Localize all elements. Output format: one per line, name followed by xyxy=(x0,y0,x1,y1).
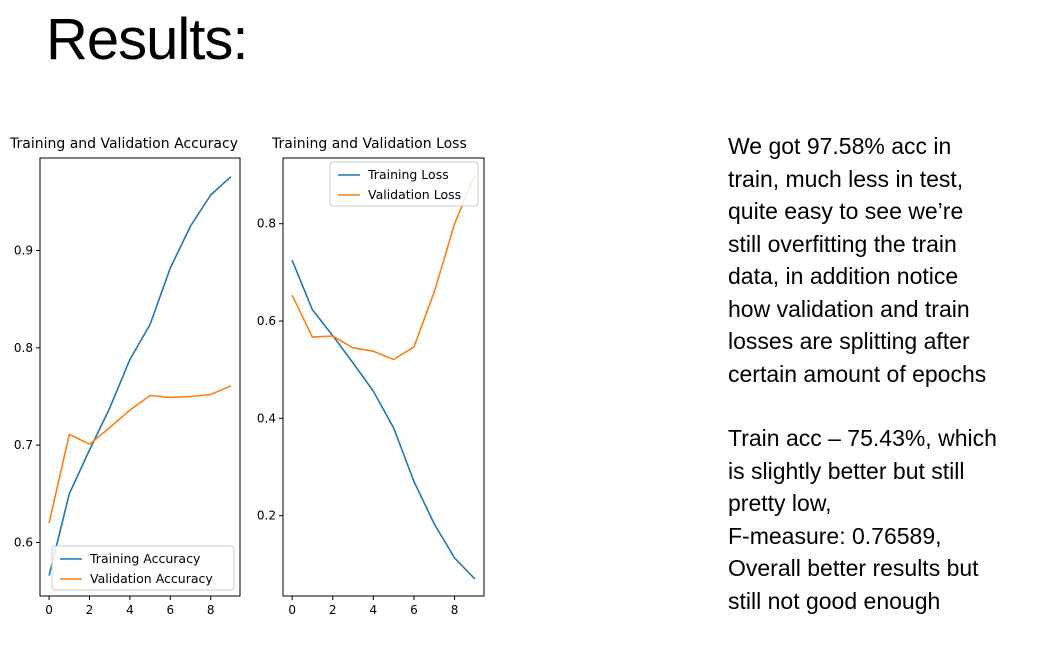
x-tick-label: 2 xyxy=(329,603,337,617)
chart-title: Training and Validation Loss xyxy=(271,136,467,152)
legend-entry: Training Loss xyxy=(367,167,449,182)
series-line-validation-accuracy xyxy=(48,385,232,524)
x-tick-label: 4 xyxy=(370,603,378,617)
y-tick-label: 0.6 xyxy=(14,535,33,549)
notes-paragraph-1: We got 97.58% acc in train, much less in … xyxy=(728,130,1048,390)
series-line-validation-loss xyxy=(291,174,476,361)
loss-chart: Training and Validation Loss 0 2 4 6 8 0.2 0.4 0… xyxy=(257,136,485,617)
x-tick-label: 0 xyxy=(45,603,53,617)
x-tick-label: 8 xyxy=(207,603,215,617)
notes-line: still overfitting the train xyxy=(728,230,957,257)
x-tick-label: 8 xyxy=(451,603,459,617)
legend-entry: Validation Accuracy xyxy=(90,571,213,586)
legend-box xyxy=(329,161,479,207)
y-tick-label: 0.9 xyxy=(14,243,33,257)
notes-paragraph-2: Train acc – 75.43%, which is slightly bet… xyxy=(728,422,1048,617)
accuracy-chart: Training and Validation Accuracy 0 2 4 6 8 0.6… xyxy=(9,136,241,617)
legend-box xyxy=(51,545,235,591)
plot-frame xyxy=(39,157,241,597)
x-tick-label: 6 xyxy=(166,603,174,617)
y-tick-label: 0.2 xyxy=(257,509,276,523)
x-tick-label: 2 xyxy=(86,603,94,617)
notes-line: certain amount of epochs xyxy=(728,360,987,387)
y-tick-label: 0.4 xyxy=(257,411,276,425)
notes-line: how validation and train xyxy=(728,295,970,322)
charts-area: Training and Validation Accuracy 0 2 4 6 8 0.6… xyxy=(9,136,485,617)
notes-line: Overall better results but xyxy=(728,555,979,581)
legend-entry: Validation Loss xyxy=(368,187,461,202)
chart-title: Training and Validation Accuracy xyxy=(9,136,238,152)
series-line-training-accuracy xyxy=(48,176,232,576)
y-tick-label: 0.6 xyxy=(257,314,276,328)
y-tick-label: 0.7 xyxy=(14,438,33,452)
y-tick-label: 0.8 xyxy=(257,217,276,231)
notes-line: Train acc – 75.43%, which xyxy=(728,425,997,451)
plot-frame xyxy=(282,157,485,597)
notes-line: data, in addition notice xyxy=(728,263,959,289)
legend-entry: Training Accuracy xyxy=(89,551,201,566)
notes-line: pretty low, xyxy=(728,490,832,516)
x-tick-label: 6 xyxy=(410,603,418,617)
x-tick-label: 0 xyxy=(288,603,296,617)
y-tick-label: 0.8 xyxy=(14,341,33,355)
notes-line: losses are splitting after xyxy=(728,328,970,354)
notes-line: still not good enough xyxy=(728,587,941,614)
notes-line: train, much less in test, xyxy=(728,165,964,192)
notes-line: F-measure: 0.76589, xyxy=(728,522,942,549)
x-tick-label: 4 xyxy=(126,603,134,617)
slide-title: Results: xyxy=(46,7,249,72)
notes-line: We got 97.58% acc in xyxy=(728,133,952,159)
notes-line: is slightly better but still xyxy=(728,457,965,484)
notes-line: quite easy to see we’re xyxy=(728,198,964,224)
results-notes: We got 97.58% acc in train, much less in … xyxy=(728,130,1048,617)
series-line-training-loss xyxy=(291,259,476,580)
